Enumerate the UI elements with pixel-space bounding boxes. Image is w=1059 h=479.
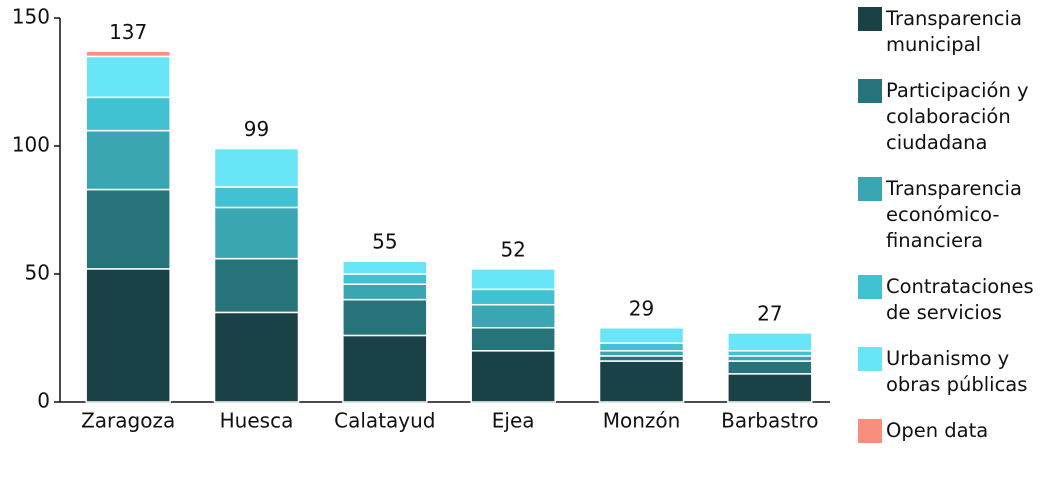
legend-swatch <box>858 419 882 443</box>
total-label: 52 <box>500 237 525 261</box>
legend-item: Contrataciones de servicios <box>858 274 1054 326</box>
legend: Transparencia municipal Participación y c… <box>858 6 1054 464</box>
x-tick-label: Ejea <box>492 409 535 433</box>
bar-segment <box>470 303 556 329</box>
total-label: 137 <box>109 20 147 44</box>
legend-label: Open data <box>886 419 989 442</box>
legend-label: Participación y colaboración ciudadana <box>886 79 1029 154</box>
x-tick-label: Huesca <box>220 409 294 433</box>
total-label: 29 <box>629 296 654 320</box>
bar-segment <box>598 350 685 357</box>
bar-segment <box>727 355 813 362</box>
bar-segment <box>598 342 685 352</box>
bar-segment <box>213 206 300 260</box>
x-tick-label: Zaragoza <box>81 409 175 433</box>
bar-segment <box>85 129 171 191</box>
bar-segment <box>213 147 300 188</box>
bar-segment <box>85 55 171 99</box>
bar-segment <box>598 327 685 344</box>
x-tick-label: Monzón <box>603 409 681 433</box>
bar-segment <box>598 360 685 403</box>
chart: 0 50 100 150 Zaragoza 137 Huesca 99 Calatayud 55 E… <box>12 5 830 433</box>
bar-segment <box>470 327 556 352</box>
bar-segment <box>342 273 428 285</box>
legend-swatch <box>858 347 882 371</box>
bar-segment <box>470 350 556 403</box>
y-tick-label: 50 <box>25 261 50 285</box>
bar-segment <box>213 311 300 403</box>
bar-segment <box>342 260 428 275</box>
legend-item: Transparencia municipal <box>858 6 1054 58</box>
bar-segment <box>598 355 685 362</box>
legend-item: Participación y colaboración ciudadana <box>858 78 1054 156</box>
x-tick-label: Barbastro <box>721 409 818 433</box>
legend-swatch <box>858 275 882 299</box>
bar-segment <box>85 188 171 270</box>
bar-segment <box>470 268 556 291</box>
bar-segment <box>727 373 813 403</box>
y-tick-label: 0 <box>37 389 50 413</box>
total-label: 99 <box>244 117 269 141</box>
bar-segment <box>342 283 428 301</box>
bar-segment <box>85 50 171 58</box>
legend-item: Transparencia económico-financiera <box>858 176 1054 254</box>
legend-label: Transparencia municipal <box>886 7 1022 56</box>
bar-segment <box>85 96 171 132</box>
x-tick-label: Calatayud <box>334 409 435 433</box>
bar-segment <box>727 332 813 352</box>
legend-item: Urbanismo y obras públicas <box>858 346 1054 398</box>
bar-segment <box>470 288 556 306</box>
bar-segment <box>727 350 813 357</box>
bar-segment <box>342 298 428 337</box>
legend-swatch <box>858 7 882 31</box>
y-tick-label: 100 <box>12 133 50 157</box>
bar-segment <box>727 360 813 375</box>
total-label: 55 <box>372 230 397 254</box>
legend-label: Urbanismo y obras públicas <box>886 347 1028 396</box>
bar-segment <box>213 257 300 314</box>
bar-segment <box>213 186 300 209</box>
bar-segment <box>342 334 428 403</box>
legend-swatch <box>858 79 882 103</box>
legend-label: Contrataciones de servicios <box>886 275 1034 324</box>
legend-swatch <box>858 177 882 201</box>
bar-segment <box>85 268 171 403</box>
legend-label: Transparencia económico-financiera <box>886 177 1022 252</box>
total-label: 27 <box>757 301 782 325</box>
legend-item: Open data <box>858 418 1054 444</box>
y-tick-label: 150 <box>12 5 50 29</box>
